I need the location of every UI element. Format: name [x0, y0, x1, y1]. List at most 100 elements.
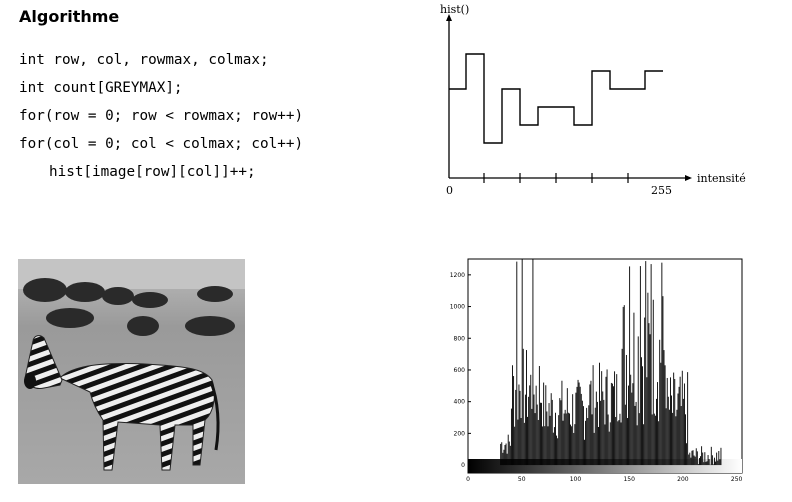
histogram-bar — [519, 390, 521, 466]
histogram-bar — [645, 261, 647, 466]
histogram-bar — [671, 395, 672, 466]
histogram-bar — [652, 299, 654, 466]
histogram-bar — [647, 292, 649, 466]
histogram-bar — [703, 462, 705, 466]
histogram-bar — [513, 376, 515, 466]
histogram-bar — [618, 420, 620, 466]
histogram-bar — [666, 377, 668, 466]
histogram-bar — [694, 456, 696, 466]
histogram-bar — [654, 415, 656, 466]
histogram-bar — [650, 264, 652, 466]
histogram-bar — [646, 377, 648, 466]
histogram-bar — [664, 365, 666, 466]
histogram-bar — [590, 380, 592, 466]
histogram-bar — [537, 419, 539, 466]
schematic-x-max: 255 — [651, 184, 672, 197]
histogram-bar — [627, 418, 628, 466]
y-tick-label: 400 — [454, 399, 466, 406]
histogram-bar — [683, 383, 685, 466]
histogram-bar — [660, 362, 662, 466]
histogram-bar — [696, 451, 698, 466]
histogram-bar — [688, 454, 690, 466]
histogram-bar — [536, 404, 538, 466]
histogram-bar — [631, 392, 633, 466]
histogram-bar — [617, 421, 619, 466]
histogram-bar — [547, 426, 549, 466]
histogram-bar — [601, 371, 603, 466]
histogram-bar — [689, 452, 691, 466]
histogram-bar — [712, 464, 714, 466]
histogram-bar — [501, 442, 503, 466]
schematic-histogram-line — [449, 53, 663, 144]
histogram-bar — [520, 418, 522, 466]
histogram-bar — [622, 306, 624, 466]
y-arrow — [446, 14, 452, 21]
x-tick-label: 0 — [466, 476, 470, 483]
histogram-bar — [659, 339, 661, 466]
histogram-bar — [563, 413, 565, 466]
y-tick-label: 1200 — [450, 272, 465, 279]
zebra-muzzle — [24, 373, 36, 389]
schematic-y-label: hist() — [440, 3, 469, 16]
histogram-bar — [678, 386, 680, 466]
histogram-bar — [609, 422, 611, 466]
histogram-bar — [504, 445, 506, 466]
histogram-bar — [531, 408, 533, 466]
histogram-bar — [657, 382, 659, 466]
histogram-bar — [639, 266, 641, 466]
histogram-bar — [541, 402, 542, 466]
schematic-x-min: 0 — [446, 184, 453, 197]
histogram-bar — [505, 443, 507, 466]
intensity-gradient-bar — [468, 459, 742, 473]
histogram-bar — [579, 386, 581, 466]
x-tick-labels: 0 50 100 150 200 250 — [466, 476, 742, 483]
photo-background — [18, 259, 245, 484]
histogram-bar — [564, 409, 566, 466]
y-tick-label: 600 — [454, 367, 466, 374]
histogram-bar — [686, 443, 688, 466]
x-tick-label: 100 — [570, 476, 582, 483]
histogram-bar — [574, 424, 576, 466]
herd-animal — [65, 282, 105, 302]
histogram-bar — [653, 413, 655, 466]
histogram-bar — [677, 393, 679, 466]
histogram-bar — [649, 334, 651, 466]
histogram-bar — [572, 394, 574, 466]
histogram-bar — [522, 348, 524, 466]
histogram-bar — [589, 384, 591, 466]
histogram-bar — [607, 414, 609, 466]
histogram-bar — [693, 455, 695, 466]
histogram-bar — [668, 409, 670, 466]
histogram-bar — [591, 414, 593, 466]
herd-animal — [197, 286, 233, 302]
histogram-bar — [648, 323, 650, 466]
herd-animal — [132, 292, 168, 308]
histogram-bar — [628, 385, 630, 466]
histogram-bar — [545, 385, 547, 466]
histogram-bar — [679, 376, 681, 466]
zebra — [24, 335, 220, 471]
histogram-bar — [697, 464, 699, 466]
schematic-ticks — [483, 173, 629, 183]
histogram-bar — [716, 452, 718, 466]
histogram-bar — [691, 450, 693, 466]
y-tick-labels: 0 200 400 600 800 1000 1200 — [450, 272, 471, 469]
histogram-bar — [685, 414, 686, 466]
histogram-bar — [584, 439, 585, 466]
histogram-bar — [544, 426, 546, 466]
histogram-bar — [503, 449, 505, 466]
histogram-bar — [619, 413, 621, 466]
histogram-bar — [642, 366, 643, 466]
histogram-bar — [509, 445, 511, 466]
code-line: for(col = 0; col < colmax; col++) — [19, 136, 304, 152]
zebra-body — [59, 362, 215, 471]
histogram-bar — [602, 391, 604, 466]
histogram-bar — [558, 415, 560, 466]
histogram-bar — [633, 312, 635, 466]
histogram-bar — [526, 350, 527, 466]
histogram-bar — [538, 365, 540, 466]
histogram-bar — [717, 460, 719, 466]
histogram-bar — [632, 383, 634, 466]
histogram-bar — [586, 407, 588, 466]
herd-animal — [46, 308, 94, 328]
